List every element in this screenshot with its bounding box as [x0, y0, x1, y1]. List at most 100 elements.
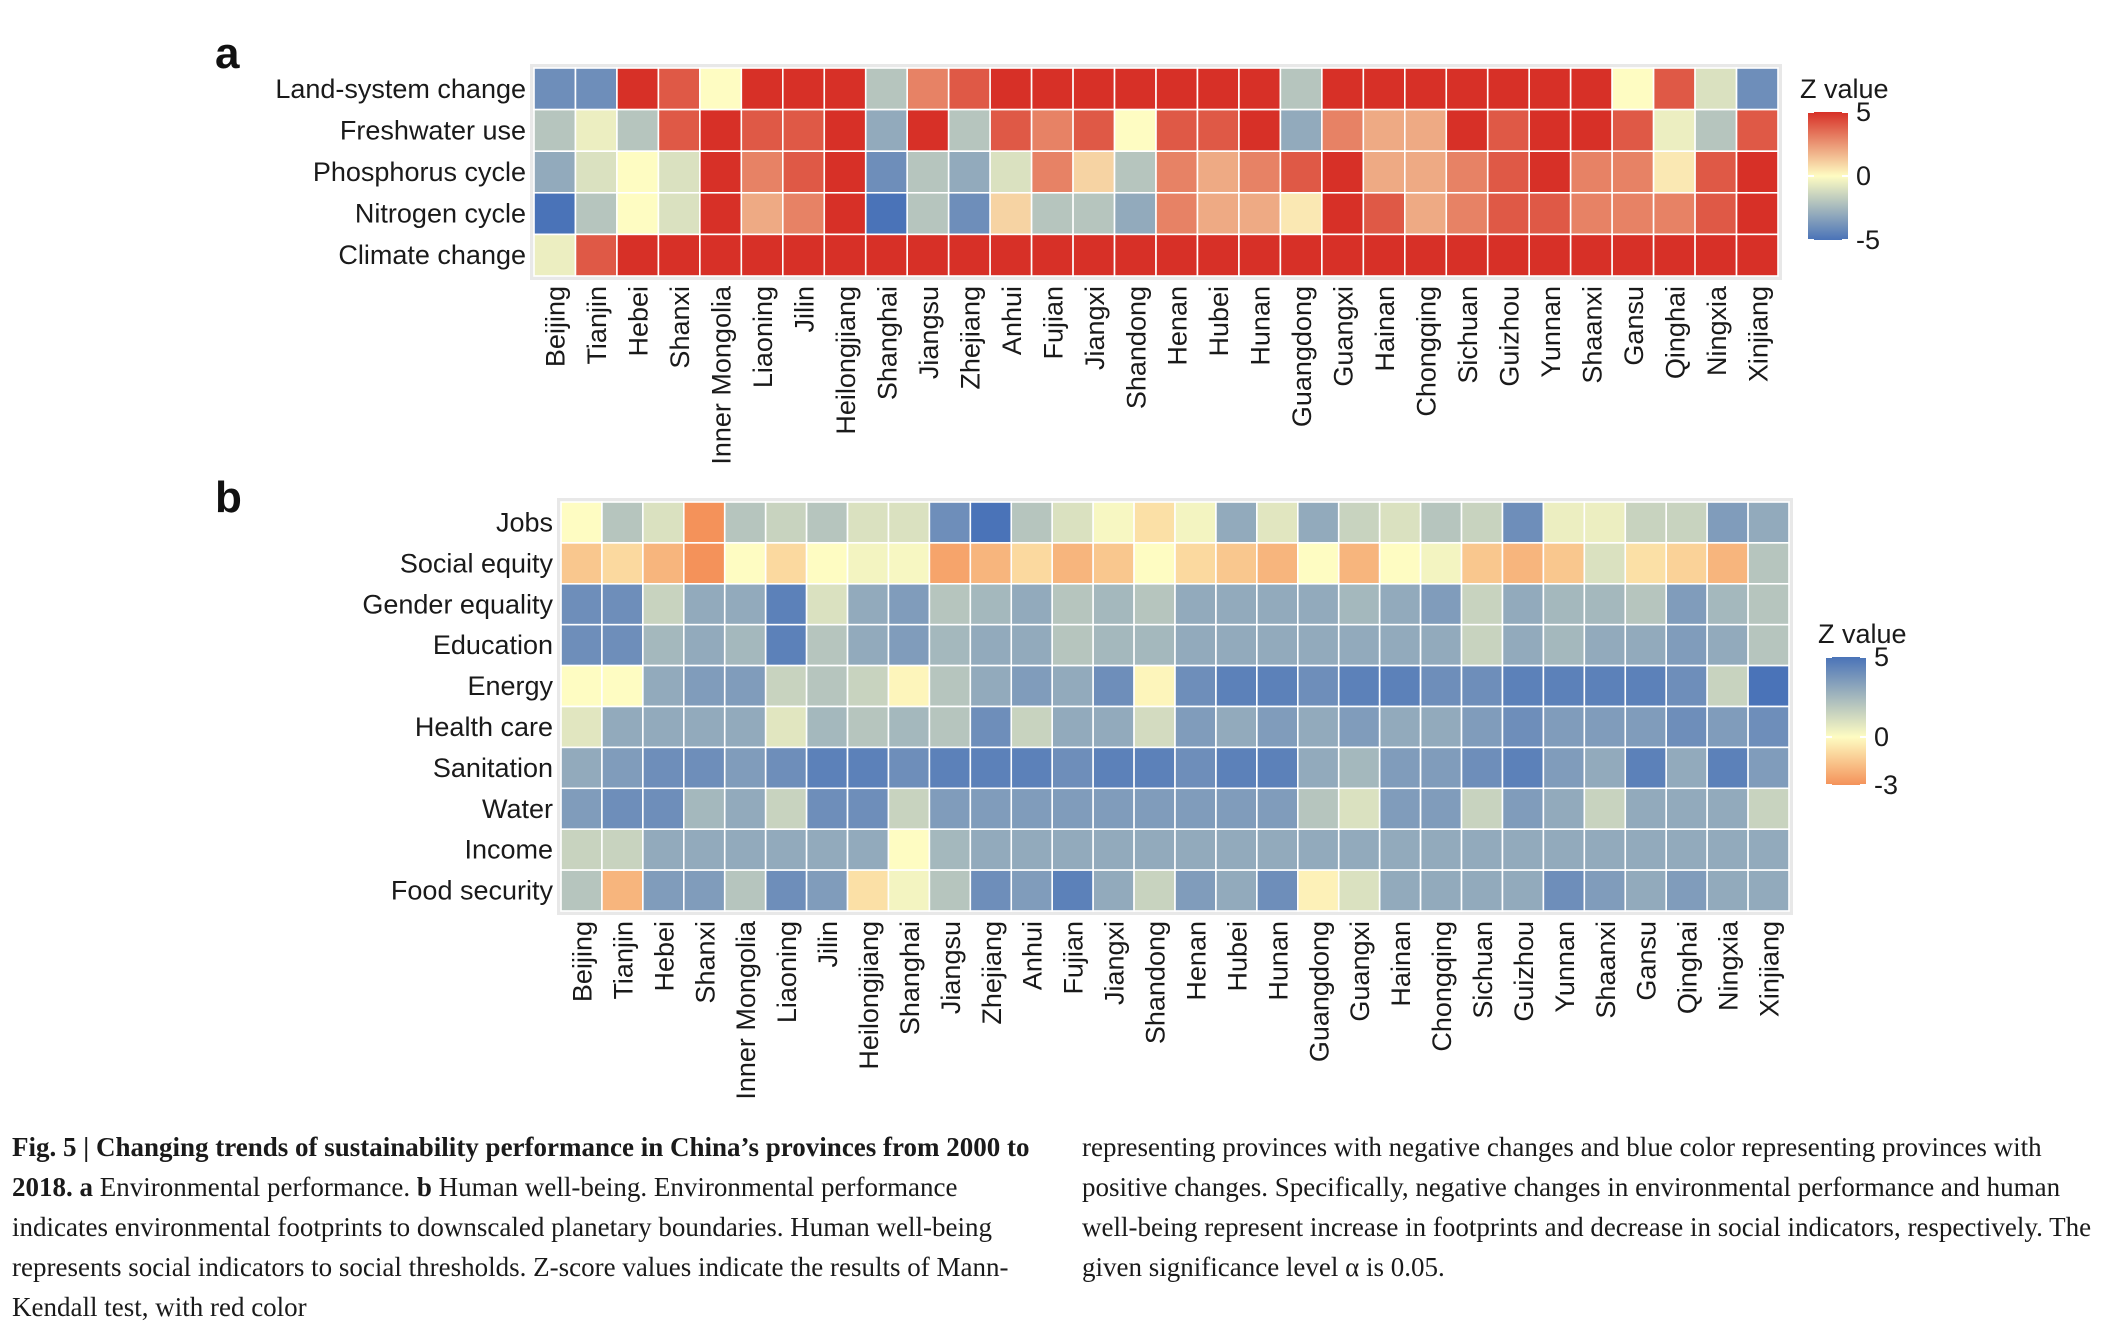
cell-a-nitrogen-cycle-guizhou: [1486, 192, 1530, 236]
cell-a-land-system-change-guangxi: [1321, 67, 1365, 111]
cell-b-sanitation-hainan: [1378, 746, 1422, 790]
cell-b-water-guangxi: [1337, 787, 1381, 830]
cell-b-food-security-hunan: [1256, 869, 1299, 912]
cell-a-climate-change-guizhou: [1486, 233, 1530, 277]
column-label-b-sichuan: Sichuan: [1468, 921, 1498, 1019]
cell-a-phosphorus-cycle-gansu: [1611, 150, 1655, 194]
column-label-a-hubei: Hubei: [1204, 286, 1234, 357]
cell-a-nitrogen-cycle-tianjin: [574, 192, 618, 236]
cell-b-energy-shaanxi: [1583, 664, 1627, 708]
cell-a-nitrogen-cycle-hainan: [1362, 192, 1406, 236]
cell-a-land-system-change-fujian: [1030, 67, 1074, 111]
cell-b-gender-equality-yunnan: [1542, 582, 1586, 626]
cell-a-land-system-change-shanghai: [864, 67, 909, 111]
cell-b-energy-jilin: [805, 664, 849, 708]
cell-a-nitrogen-cycle-zhejiang: [947, 192, 991, 236]
cell-a-climate-change-zhejiang: [947, 233, 991, 277]
cell-a-freshwater-use-shanxi: [657, 108, 701, 152]
column-label-a-shandong: Shandong: [1121, 286, 1151, 409]
row-label-b-education: Education: [433, 630, 553, 660]
cell-a-phosphorus-cycle-jiangxi: [1072, 150, 1116, 194]
column-label-b-ningxia: Ningxia: [1714, 920, 1744, 1011]
column-label-b-hunan: Hunan: [1263, 921, 1293, 1001]
cell-b-income-jiangxi: [1092, 828, 1135, 871]
panel-a-label: a: [215, 29, 240, 78]
cell-b-gender-equality-shaanxi: [1583, 582, 1627, 626]
cell-a-climate-change-shandong: [1113, 233, 1157, 277]
cell-a-climate-change-jiangxi: [1072, 233, 1116, 277]
cell-b-social-equity-fujian: [1051, 542, 1094, 585]
cell-b-food-security-fujian: [1051, 869, 1094, 912]
cell-a-freshwater-use-hainan: [1362, 108, 1406, 152]
cell-a-climate-change-anhui: [989, 233, 1033, 277]
cell-b-jobs-liaoning: [764, 501, 808, 544]
cell-b-education-jiangsu: [928, 623, 972, 667]
cell-b-water-hainan: [1378, 787, 1422, 830]
cell-a-nitrogen-cycle-shanxi: [657, 192, 701, 236]
cell-b-energy-shanxi: [682, 664, 726, 708]
cell-b-food-security-guangdong: [1297, 869, 1340, 912]
cell-b-jobs-hunan: [1256, 501, 1299, 544]
row-label-b-jobs: Jobs: [496, 507, 553, 537]
cell-a-phosphorus-cycle-guangxi: [1321, 150, 1365, 194]
cell-a-freshwater-use-guangxi: [1321, 108, 1365, 152]
column-label-a-beijing: Beijing: [541, 286, 571, 367]
column-label-b-yunnan: Yunnan: [1550, 921, 1580, 1013]
cell-b-food-security-beijing: [560, 869, 603, 912]
cell-b-sanitation-jiangxi: [1092, 746, 1135, 790]
cell-b-education-hainan: [1378, 623, 1422, 667]
cell-b-education-liaoning: [764, 623, 808, 667]
cell-b-jobs-hebei: [642, 501, 685, 544]
cell-b-food-security-shandong: [1133, 869, 1176, 912]
cell-b-income-guizhou: [1501, 828, 1545, 871]
cell-b-education-sichuan: [1460, 623, 1504, 667]
cell-b-jobs-tianjin: [601, 501, 644, 544]
cell-b-food-security-shanxi: [682, 869, 726, 912]
cell-b-food-security-ningxia: [1706, 869, 1749, 912]
cell-b-education-jilin: [805, 623, 849, 667]
cell-b-food-security-jiangxi: [1092, 869, 1135, 912]
cell-b-jobs-ningxia: [1706, 501, 1749, 544]
cell-a-nitrogen-cycle-jiangxi: [1072, 192, 1116, 236]
cell-b-education-yunnan: [1542, 623, 1586, 667]
cell-a-climate-change-liaoning: [740, 233, 784, 277]
cell-b-social-equity-ningxia: [1706, 542, 1749, 585]
cell-a-land-system-change-hunan: [1238, 67, 1282, 111]
cell-a-phosphorus-cycle-inner-mongolia: [699, 150, 743, 194]
cell-a-phosphorus-cycle-tianjin: [574, 150, 618, 194]
cell-a-land-system-change-shaanxi: [1569, 67, 1613, 111]
cell-b-income-guangdong: [1297, 828, 1340, 871]
cell-b-energy-jiangxi: [1092, 664, 1135, 708]
cell-a-nitrogen-cycle-sichuan: [1445, 192, 1489, 236]
cell-b-education-hebei: [642, 623, 685, 667]
cell-b-health-care-anhui: [1010, 705, 1053, 749]
cell-b-gender-equality-jiangxi: [1092, 582, 1135, 626]
cell-a-nitrogen-cycle-hubei: [1196, 192, 1240, 236]
cell-b-water-jiangxi: [1092, 787, 1135, 830]
column-label-a-jilin: Jilin: [790, 286, 820, 333]
cell-b-water-jiangsu: [928, 787, 972, 830]
cell-b-energy-henan: [1174, 664, 1217, 708]
cell-b-energy-fujian: [1051, 664, 1094, 708]
cell-b-jobs-xinjiang: [1747, 501, 1790, 544]
cell-a-freshwater-use-liaoning: [740, 108, 784, 152]
cell-a-phosphorus-cycle-jilin: [781, 150, 826, 194]
cell-b-sanitation-guizhou: [1501, 746, 1545, 790]
cell-b-social-equity-yunnan: [1542, 542, 1586, 585]
cell-b-income-henan: [1174, 828, 1217, 871]
cell-b-income-shanghai: [887, 828, 931, 871]
column-label-b-guangxi: Guangxi: [1345, 921, 1375, 1022]
cell-b-gender-equality-sichuan: [1460, 582, 1504, 626]
cell-b-income-liaoning: [764, 828, 808, 871]
cell-b-energy-sichuan: [1460, 664, 1504, 708]
column-label-b-fujian: Fujian: [1059, 921, 1089, 995]
cell-a-freshwater-use-inner-mongolia: [699, 108, 743, 152]
cell-b-gender-equality-shanghai: [887, 582, 931, 626]
cell-a-nitrogen-cycle-jiangsu: [906, 192, 950, 236]
cell-b-income-hunan: [1256, 828, 1299, 871]
row-label-b-water: Water: [482, 794, 553, 824]
cell-b-water-shaanxi: [1583, 787, 1627, 830]
cell-a-land-system-change-tianjin: [574, 67, 618, 111]
cell-b-sanitation-shanxi: [682, 746, 726, 790]
legend-title-b: Z value: [1818, 619, 1907, 649]
